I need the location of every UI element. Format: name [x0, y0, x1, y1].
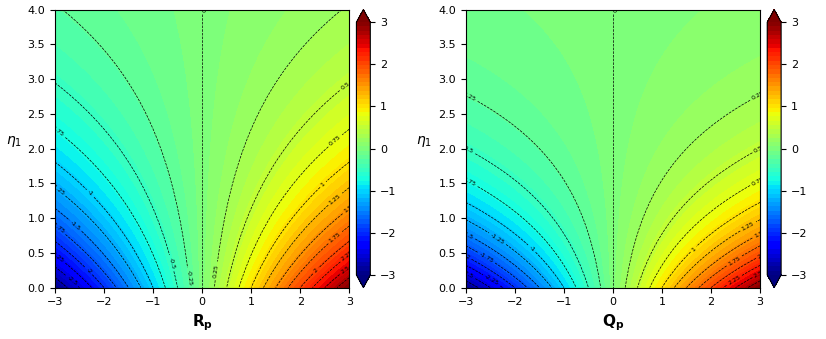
Text: 2.5: 2.5: [339, 265, 351, 275]
Text: -1.25: -1.25: [50, 183, 65, 196]
Text: 0.25: 0.25: [213, 264, 220, 278]
Text: 1.75: 1.75: [727, 255, 742, 266]
Text: -2: -2: [84, 267, 93, 275]
Text: 2.5: 2.5: [753, 270, 764, 279]
Text: 0.25: 0.25: [751, 91, 765, 101]
Text: -0.75: -0.75: [50, 124, 65, 138]
Text: 1.5: 1.5: [753, 230, 764, 239]
PathPatch shape: [767, 275, 781, 287]
Text: 1: 1: [320, 181, 326, 188]
PathPatch shape: [357, 275, 370, 287]
PathPatch shape: [767, 9, 781, 22]
Text: -2.25: -2.25: [50, 250, 65, 263]
Text: 0: 0: [610, 8, 615, 12]
Text: 2.25: 2.25: [727, 275, 742, 286]
X-axis label: $\mathbf{Q_p}$: $\mathbf{Q_p}$: [602, 313, 624, 334]
Text: -2.5: -2.5: [462, 270, 475, 280]
Text: 1.75: 1.75: [328, 231, 342, 244]
Y-axis label: $\eta_1$: $\eta_1$: [6, 134, 21, 148]
Text: 0.75: 0.75: [751, 176, 765, 186]
Text: -1.25: -1.25: [490, 232, 506, 245]
Text: -1.75: -1.75: [50, 221, 65, 235]
Text: 0: 0: [200, 8, 205, 12]
Text: -1.5: -1.5: [69, 220, 82, 232]
Text: -0.25: -0.25: [185, 270, 192, 286]
Text: 1.5: 1.5: [343, 204, 354, 214]
Text: -1: -1: [87, 190, 94, 197]
Text: -0.25: -0.25: [460, 91, 477, 102]
Text: -1: -1: [528, 245, 536, 253]
Text: -2.25: -2.25: [483, 274, 500, 287]
PathPatch shape: [357, 9, 370, 22]
Text: -2.5: -2.5: [66, 275, 78, 287]
Text: -2: -2: [463, 253, 471, 260]
Text: 1.25: 1.25: [741, 221, 755, 232]
Y-axis label: $\eta_1$: $\eta_1$: [416, 134, 433, 148]
Text: -0.75: -0.75: [460, 176, 477, 187]
X-axis label: $\mathbf{R_p}$: $\mathbf{R_p}$: [192, 313, 212, 334]
Text: 0.5: 0.5: [339, 81, 350, 91]
Text: -1.75: -1.75: [478, 251, 495, 264]
Text: 2.25: 2.25: [340, 250, 354, 262]
Text: 2: 2: [757, 253, 762, 260]
Text: -0.5: -0.5: [462, 145, 475, 155]
Text: 2: 2: [312, 268, 319, 274]
Text: 1.25: 1.25: [328, 193, 342, 205]
Text: 0.75: 0.75: [328, 134, 342, 147]
Text: 0.5: 0.5: [753, 145, 764, 154]
Text: -0.5: -0.5: [168, 257, 176, 270]
Text: -1.5: -1.5: [462, 230, 475, 240]
Text: 1: 1: [691, 246, 696, 252]
